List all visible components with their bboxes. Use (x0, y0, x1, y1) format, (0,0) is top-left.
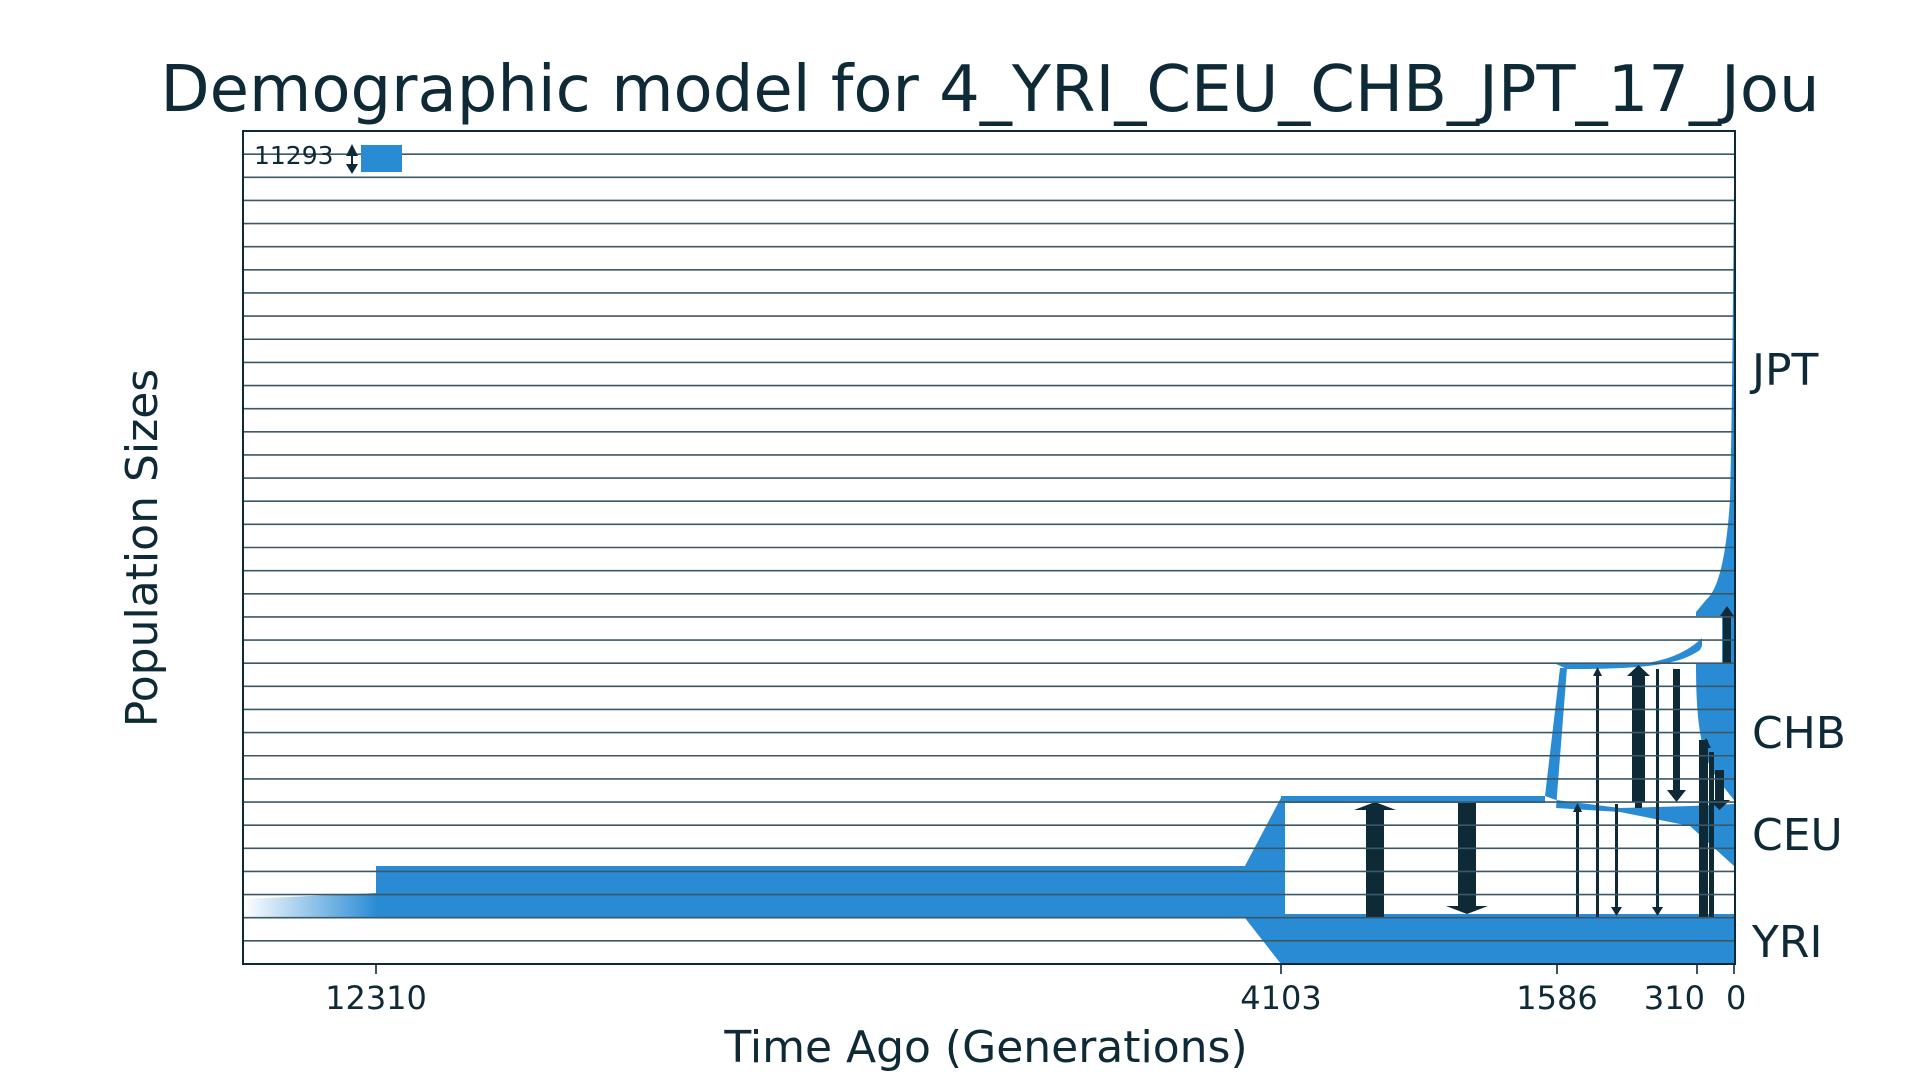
migration-arrow (1667, 669, 1686, 802)
migration-arrow (1699, 740, 1708, 918)
migration-arrow (1723, 612, 1731, 664)
population-label-yri: YRI (1751, 917, 1822, 968)
scale-bar-shaft (351, 154, 353, 166)
y-axis-label: Population Sizes (117, 369, 168, 727)
population-shapes (243, 190, 1734, 964)
ceu-population (1545, 668, 1734, 866)
x-tick-label: 0 (1726, 979, 1746, 1017)
population-label-chb: CHB (1752, 708, 1846, 759)
scale-bar: 11293 (254, 141, 402, 174)
migration-arrow (1652, 669, 1663, 916)
migration-arrow (1593, 667, 1602, 918)
scale-bar-arrow-down-icon (346, 164, 358, 174)
migration-arrow (1627, 665, 1650, 802)
x-tick-label: 1586 (1516, 979, 1597, 1017)
migration-arrows (1354, 606, 1734, 918)
grid-lines (243, 153, 1735, 942)
migration-arrow (1573, 803, 1582, 918)
migration-arrow (1720, 606, 1734, 616)
scale-bar-arrow-up-icon (346, 144, 358, 156)
migration-arrow (1709, 752, 1714, 918)
scale-bar-label: 11293 (254, 141, 334, 170)
split-yri-ceu (1245, 798, 1281, 918)
x-axis-label: Time Ago (Generations) (723, 1022, 1247, 1073)
population-label-jpt: JPT (1749, 345, 1819, 396)
plot-frame (242, 130, 1736, 965)
scale-bar-swatch (361, 145, 402, 172)
migration-arrow (1354, 802, 1396, 918)
ancestral-fade-tail (243, 893, 378, 918)
x-tick-label: 4103 (1240, 979, 1321, 1017)
ancestral-population (376, 866, 1245, 918)
yri-population (1245, 798, 1734, 964)
migration-arrow (1446, 803, 1488, 914)
x-axis-ticks: 12310 4103 1586 310 0 (325, 964, 1746, 1017)
population-label-ceu: CEU (1752, 810, 1843, 861)
x-tick-label: 12310 (325, 979, 427, 1017)
chart-title: Demographic model for 4_YRI_CEU_CHB_JPT_… (160, 53, 1819, 127)
migration-arrow (1701, 738, 1711, 748)
migration-arrow (1709, 770, 1730, 810)
x-tick-label: 310 (1644, 979, 1705, 1017)
chb-population (1556, 630, 1710, 669)
migration-arrow (1611, 804, 1622, 916)
